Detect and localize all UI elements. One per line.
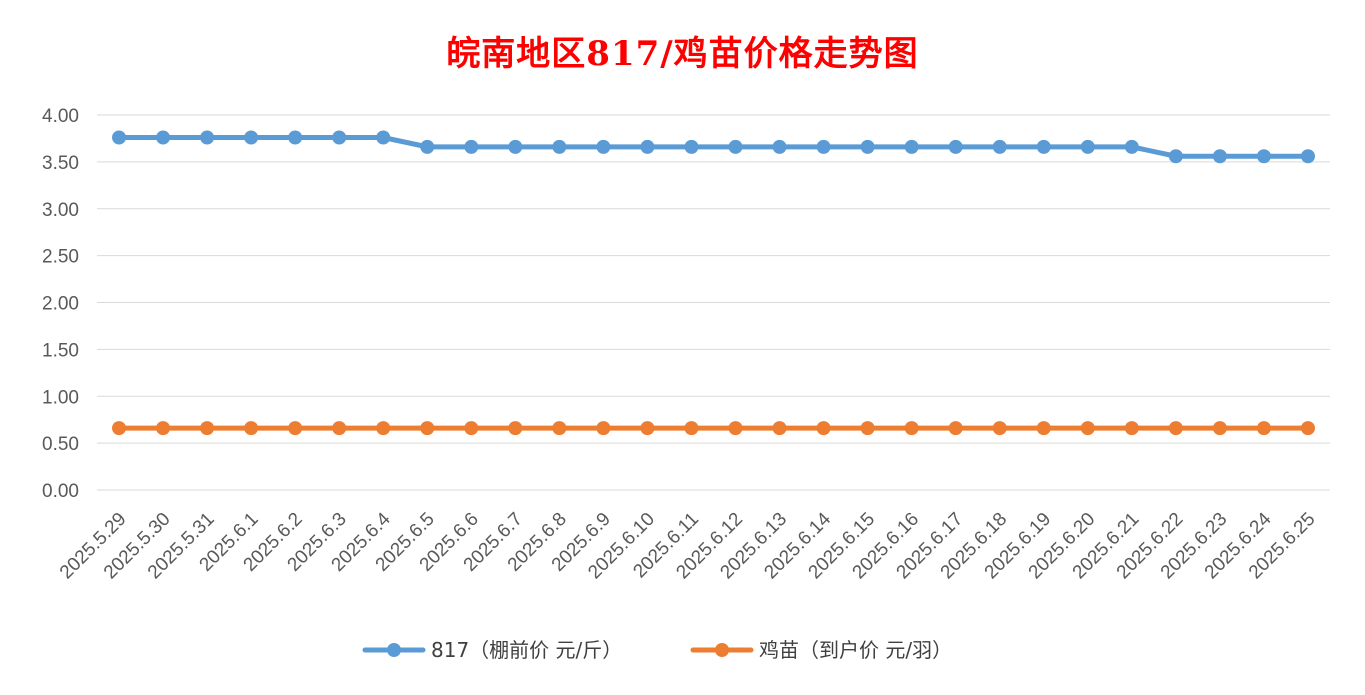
data-point-series-2 [288,421,303,436]
data-point-series-2 [508,421,523,436]
data-point-series-1 [1212,149,1227,164]
data-point-series-2 [904,421,919,436]
data-point-series-2 [464,421,479,436]
data-point-series-1 [376,130,391,145]
data-point-series-1 [640,139,655,154]
series-line-1 [116,135,1311,159]
data-point-series-1 [816,139,831,154]
data-point-series-1 [288,130,303,145]
data-point-series-2 [816,421,831,436]
chart-title: 皖南地区817/鸡苗价格走势图 [446,34,919,74]
data-point-series-1 [200,130,215,145]
data-point-series-1 [1300,149,1315,164]
legend-marker-2 [715,643,729,657]
data-point-series-2 [1300,421,1315,436]
data-point-series-2 [112,421,127,436]
data-point-series-2 [244,421,259,436]
data-point-series-1 [244,130,259,145]
y-tick-label: 1.50 [42,340,79,361]
y-tick-label: 2.50 [42,247,79,268]
data-point-series-2 [1256,421,1271,436]
data-point-series-1 [684,139,699,154]
data-point-series-1 [464,139,479,154]
data-point-series-2 [1168,421,1183,436]
data-point-series-1 [948,139,963,154]
data-point-series-2 [376,421,391,436]
data-point-series-2 [156,421,171,436]
data-point-series-2 [860,421,875,436]
data-point-series-2 [200,421,215,436]
data-point-series-2 [1212,421,1227,436]
data-point-series-1 [1124,139,1139,154]
legend-label-2: 鸡苗（到户价 元/羽） [759,638,952,662]
data-point-series-2 [420,421,435,436]
legend-marker-1 [387,643,401,657]
data-point-series-2 [728,421,743,436]
data-point-series-2 [1080,421,1095,436]
data-point-series-1 [596,139,611,154]
data-point-series-1 [772,139,787,154]
data-point-series-2 [772,421,787,436]
data-point-series-2 [1124,421,1139,436]
data-point-series-1 [904,139,919,154]
y-tick-label: 3.50 [42,153,79,174]
data-point-series-1 [728,139,743,154]
data-point-series-1 [1036,139,1051,154]
data-point-series-1 [552,139,567,154]
data-point-series-1 [1168,149,1183,164]
data-point-series-1 [156,130,171,145]
data-point-series-1 [420,139,435,154]
data-point-series-2 [1036,421,1051,436]
data-point-series-1 [508,139,523,154]
y-tick-label: 1.00 [42,387,79,408]
data-point-series-1 [332,130,347,145]
data-point-series-2 [948,421,963,436]
data-point-series-2 [640,421,655,436]
y-tick-label: 3.00 [42,200,79,221]
data-point-series-1 [992,139,1007,154]
data-point-series-1 [1080,139,1095,154]
data-point-series-2 [596,421,611,436]
data-point-series-2 [552,421,567,436]
data-point-series-1 [860,139,875,154]
y-tick-label: 4.00 [42,106,79,127]
legend-label-1: 817（棚前价 元/斤） [431,638,622,662]
y-tick-label: 0.50 [42,434,79,455]
data-point-series-2 [332,421,347,436]
data-point-series-1 [1256,149,1271,164]
y-tick-label: 2.00 [42,294,79,315]
y-tick-label: 0.00 [42,481,79,502]
data-point-series-2 [992,421,1007,436]
data-point-series-2 [684,421,699,436]
data-point-series-1 [112,130,127,145]
